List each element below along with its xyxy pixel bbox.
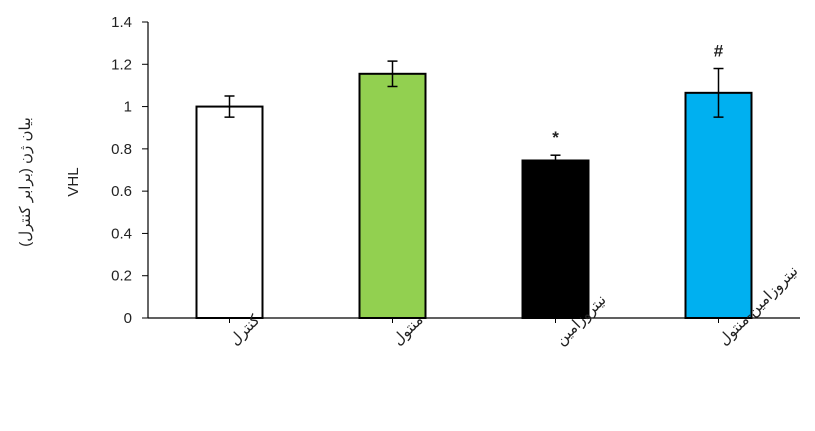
bars: *# bbox=[195, 42, 753, 320]
significance-mark: # bbox=[714, 42, 724, 61]
bar bbox=[358, 72, 427, 319]
bar bbox=[684, 91, 753, 320]
y-axis: 0 0.2 0.4 0.6 0.8 1 1.2 1.4 bbox=[111, 14, 149, 327]
y-tick-label: 0.8 bbox=[111, 141, 132, 158]
y-tick-label: 0.2 bbox=[111, 268, 132, 285]
bar bbox=[195, 105, 264, 319]
y-axis-label-line1: بیان ژن (برابر کنترل) bbox=[17, 117, 34, 246]
bar bbox=[521, 159, 590, 319]
y-tick-label: 1.2 bbox=[111, 56, 132, 73]
significance-mark: * bbox=[552, 128, 559, 147]
y-tick-label: 1.4 bbox=[111, 14, 132, 31]
y-tick-label: 1 bbox=[124, 99, 132, 116]
y-tick-label: 0.4 bbox=[111, 225, 132, 242]
y-tick-label: 0.6 bbox=[111, 183, 132, 200]
y-axis-label-line2: VHL bbox=[65, 167, 82, 196]
y-tick-label: 0 bbox=[124, 310, 132, 327]
